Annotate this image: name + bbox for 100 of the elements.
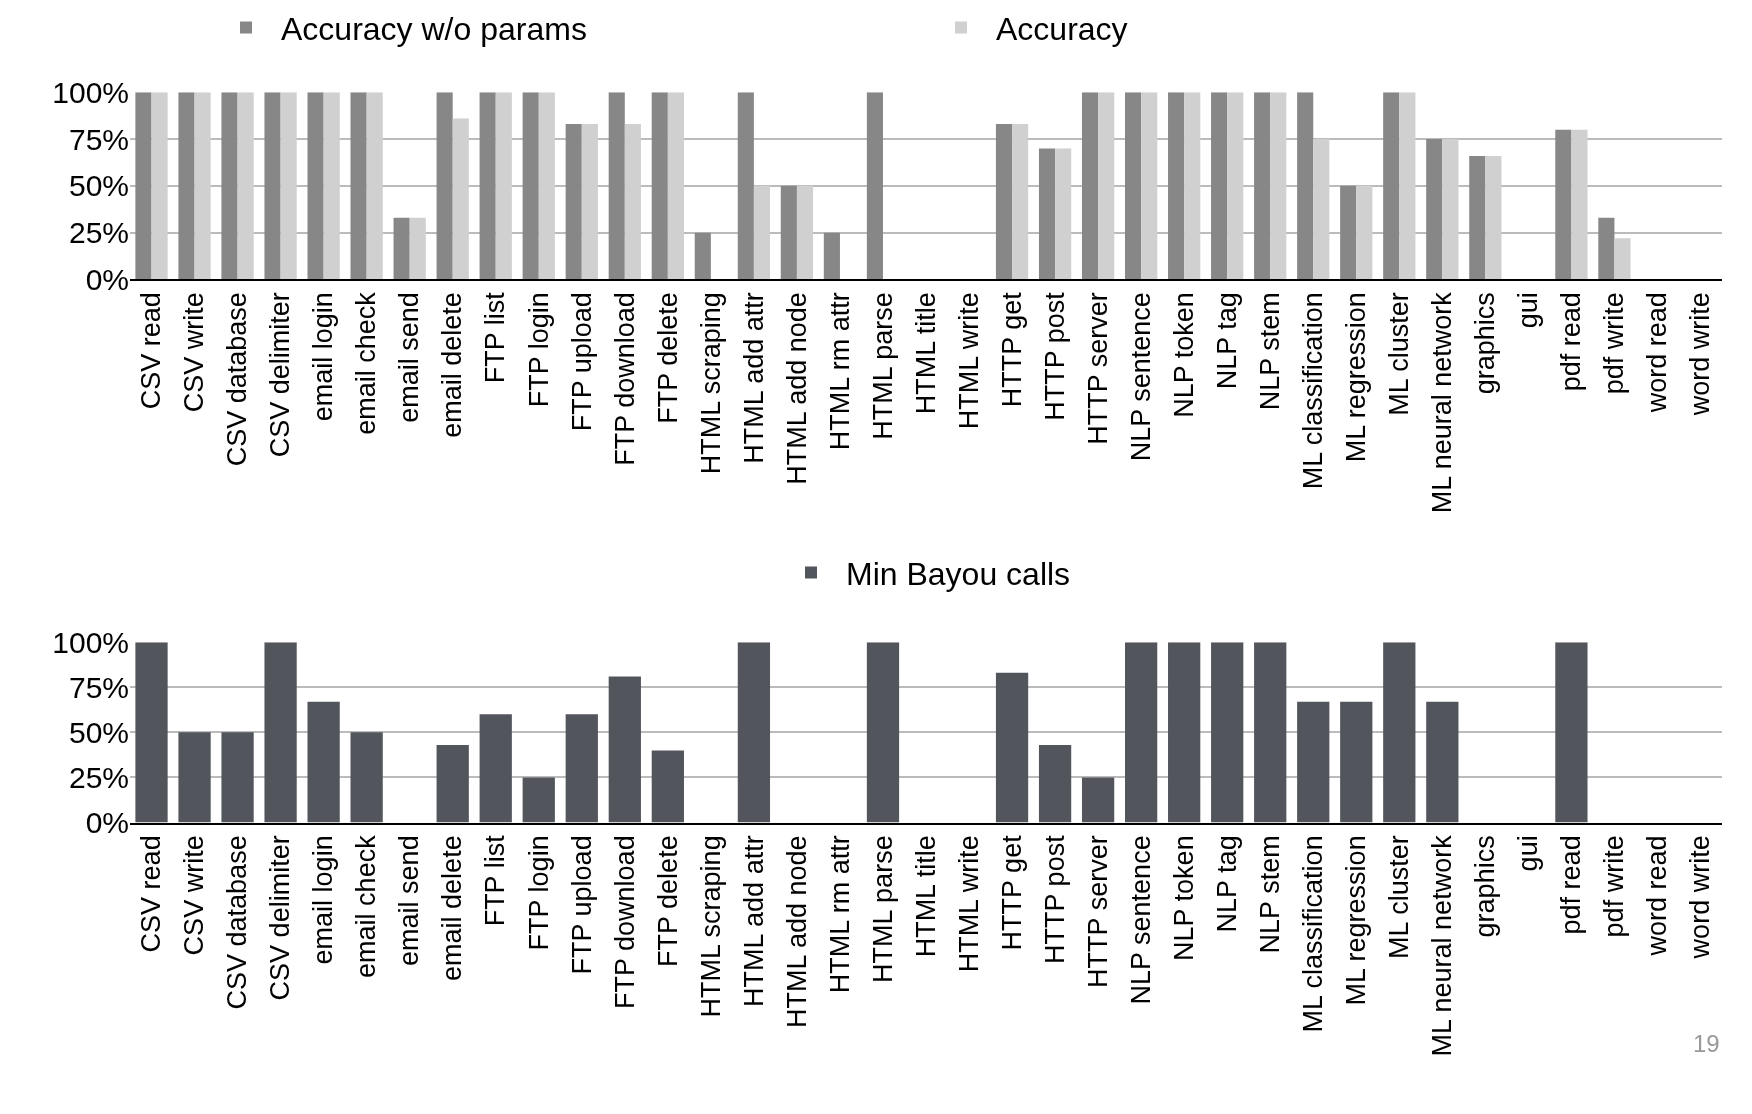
bar	[1211, 642, 1244, 823]
x-tick-label: ML classification	[1298, 835, 1329, 1033]
bar	[135, 642, 168, 823]
x-tick-label: graphics	[1470, 292, 1501, 395]
bar	[1356, 185, 1373, 280]
x-tick-label: HTML scraping	[695, 292, 726, 475]
x-tick-label: CSV database	[222, 292, 253, 467]
bar	[1038, 744, 1072, 823]
bar	[651, 92, 668, 280]
bar	[608, 92, 625, 280]
y-tick-label: 25%	[68, 216, 129, 250]
bar	[264, 642, 297, 823]
x-tick-label: pdf write	[1599, 292, 1630, 395]
bar	[1227, 92, 1244, 280]
x-tick-label: HTTP get	[996, 834, 1027, 951]
bar	[1340, 185, 1357, 280]
x-tick-label: FTP upload	[566, 292, 597, 432]
bar	[1555, 642, 1588, 823]
x-tick-label: FTP download	[609, 292, 640, 466]
legend-label: Min Bayou calls	[846, 556, 1071, 593]
x-tick-label: FTP download	[609, 835, 640, 1009]
bar	[1297, 92, 1314, 280]
x-tick-label: CSV read	[136, 292, 167, 410]
legend-label: Accuracy w/o params	[281, 11, 587, 48]
x-tick-label: NLP stem	[1254, 835, 1285, 954]
x-tick-label: gui	[1513, 292, 1544, 329]
bar	[753, 185, 771, 280]
bar	[307, 92, 324, 280]
x-tick-label: NLP stem	[1254, 292, 1285, 411]
bar	[1426, 701, 1459, 823]
x-tick-label: word read	[1642, 292, 1673, 414]
x-tick-label: HTML title	[910, 292, 941, 415]
x-tick-label: pdf read	[1556, 292, 1587, 392]
bar	[737, 642, 771, 823]
x-tick-label: HTML add attr	[738, 835, 769, 1007]
bar	[1442, 139, 1459, 280]
x-tick-label: CSV delimiter	[265, 835, 296, 1001]
x-tick-label: NLP token	[1168, 292, 1199, 418]
bar	[350, 732, 383, 823]
bar	[796, 185, 814, 280]
x-tick-label: HTML title	[910, 835, 941, 958]
x-tick-label: ML regression	[1341, 292, 1372, 463]
bar	[1614, 238, 1631, 280]
bar	[1098, 92, 1115, 280]
bar	[538, 92, 555, 280]
bar	[307, 701, 340, 823]
bar	[178, 732, 211, 823]
x-tick-label: HTML parse	[867, 292, 898, 440]
x-tick-label: FTP delete	[652, 835, 683, 967]
y-tick-label: 75%	[68, 670, 129, 704]
bar	[866, 92, 883, 280]
bar	[452, 118, 469, 280]
x-tick-label: ML cluster	[1384, 835, 1415, 959]
bar	[1125, 642, 1158, 823]
y-tick-label: 50%	[68, 169, 129, 203]
bar	[1383, 92, 1400, 280]
bar	[1399, 92, 1416, 280]
bar	[1383, 642, 1416, 823]
bar	[995, 124, 1013, 280]
x-tick-label: ML cluster	[1384, 292, 1415, 416]
bar	[1055, 148, 1072, 280]
bar	[495, 92, 512, 280]
x-tick-label: HTTP server	[1082, 292, 1113, 445]
bar	[1254, 92, 1271, 280]
bar	[280, 92, 297, 280]
bar	[565, 124, 582, 280]
x-tick-label: email check	[351, 291, 382, 435]
x-tick-label: NLP sentence	[1125, 292, 1156, 462]
x-tick-label: ML neural network	[1427, 291, 1458, 514]
x-tick-label: pdf read	[1556, 835, 1587, 935]
y-tick-label: 50%	[68, 715, 129, 749]
bar	[194, 92, 211, 280]
x-tick-label: HTML add node	[781, 835, 812, 1028]
x-tick-label: FTP delete	[652, 292, 683, 424]
bar	[866, 642, 900, 823]
y-tick-label: 25%	[68, 760, 129, 794]
x-tick-label: HTML parse	[867, 835, 898, 983]
bar	[1571, 129, 1588, 280]
x-tick-label: CSV delimiter	[265, 292, 296, 458]
x-tick-label: email login	[308, 835, 339, 965]
x-tick-label: graphics	[1470, 835, 1501, 938]
bar	[780, 185, 797, 280]
bar	[522, 777, 555, 823]
bar	[1081, 92, 1099, 280]
bar	[1598, 217, 1615, 280]
x-tick-label: ML neural network	[1427, 834, 1458, 1057]
bar	[479, 92, 496, 280]
bar	[823, 232, 840, 280]
bar	[522, 92, 539, 280]
bar	[1426, 139, 1443, 280]
x-tick-label: HTML add attr	[738, 292, 769, 464]
bar	[151, 92, 168, 280]
y-tick-label: 0%	[85, 806, 129, 840]
bar	[1168, 642, 1201, 823]
x-tick-label: FTP login	[523, 292, 554, 408]
bar	[1340, 701, 1373, 823]
bar	[1081, 777, 1115, 823]
bar	[608, 676, 641, 823]
x-tick-label: email send	[394, 292, 425, 423]
bar	[1125, 92, 1142, 280]
